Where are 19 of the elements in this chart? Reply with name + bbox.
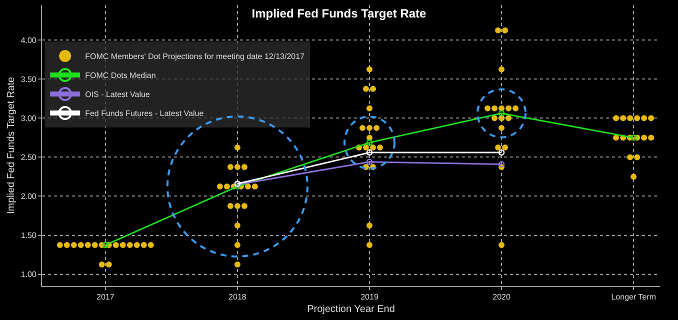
y-axis-title: Implied Fed Funds Target Rate (6, 76, 17, 214)
y-tick-label: 4.00 (20, 36, 37, 45)
y-tick-label: 3.50 (20, 74, 37, 84)
legend-label: OIS - Latest Value (85, 90, 150, 100)
y-tick-label: 1.00 (20, 270, 37, 280)
x-tick-label: 2018 (228, 292, 247, 302)
legend-label: FOMC Members' Dot Projections for meeting date 12/13/2017 (85, 52, 306, 62)
legend-label: FOMC Dots Median (85, 71, 156, 80)
y-tick-label: 1.50 (20, 231, 37, 240)
y-tick-label: 2.00 (20, 192, 37, 202)
chart-title: Implied Fed Funds Target Rate (252, 6, 427, 20)
x-tick-label: 2017 (96, 292, 115, 302)
x-tick-label: Longer Term (611, 292, 656, 302)
y-tick-label: 3.00 (20, 114, 37, 123)
x-tick-label: 2019 (360, 292, 379, 302)
y-tick-label: 2.50 (20, 153, 37, 162)
legend-label: Fed Funds Futures - Latest Value (85, 109, 204, 118)
x-tick-label: 2020 (492, 292, 511, 302)
x-axis-title: Projection Year End (307, 304, 395, 316)
